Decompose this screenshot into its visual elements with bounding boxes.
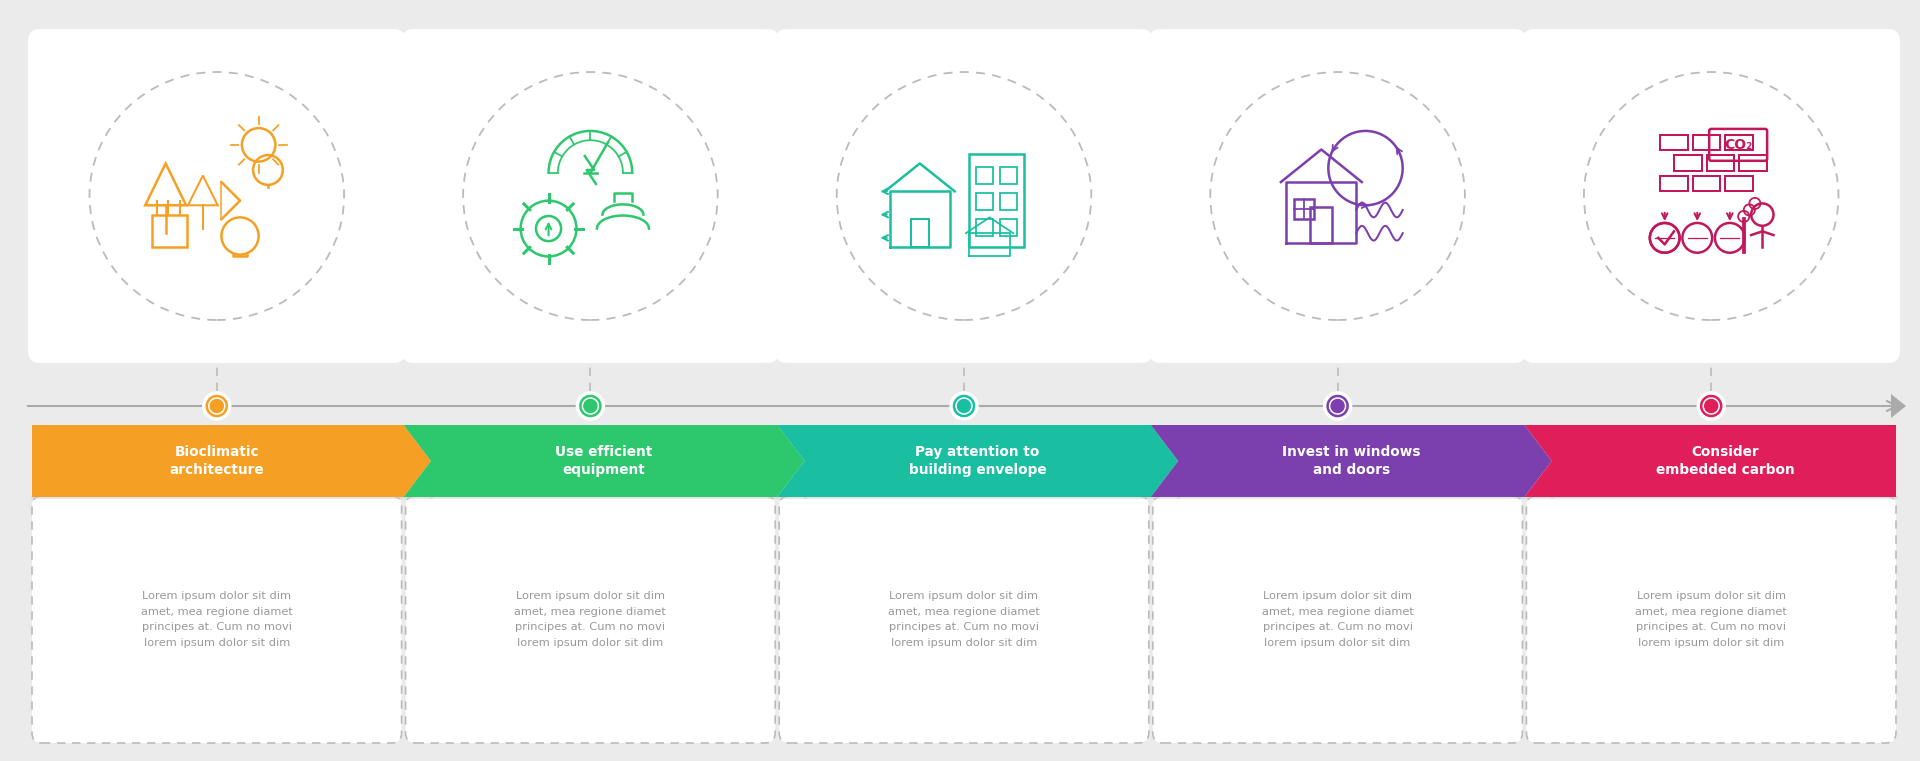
Text: Use efficient
equipment: Use efficient equipment xyxy=(555,445,653,476)
Circle shape xyxy=(1331,400,1344,412)
Text: Lorem ipsum dolor sit dim
amet, mea regione diamet
principes at. Cum no movi
lor: Lorem ipsum dolor sit dim amet, mea regi… xyxy=(1636,591,1788,648)
Circle shape xyxy=(584,400,597,412)
Polygon shape xyxy=(1524,425,1895,497)
Text: Consider
embedded carbon: Consider embedded carbon xyxy=(1655,445,1795,476)
Circle shape xyxy=(204,392,230,420)
Polygon shape xyxy=(1150,425,1551,497)
FancyBboxPatch shape xyxy=(401,29,780,363)
Text: Lorem ipsum dolor sit dim
amet, mea regione diamet
principes at. Cum no movi
lor: Lorem ipsum dolor sit dim amet, mea regi… xyxy=(515,591,666,648)
Circle shape xyxy=(1697,392,1726,420)
Circle shape xyxy=(958,400,970,412)
Text: Pay attention to
building envelope: Pay attention to building envelope xyxy=(908,445,1046,476)
Polygon shape xyxy=(403,425,804,497)
Polygon shape xyxy=(33,425,430,497)
Text: Lorem ipsum dolor sit dim
amet, mea regione diamet
principes at. Cum no movi
lor: Lorem ipsum dolor sit dim amet, mea regi… xyxy=(1261,591,1413,648)
Text: CO₂: CO₂ xyxy=(1724,138,1753,152)
Text: Lorem ipsum dolor sit dim
amet, mea regione diamet
principes at. Cum no movi
lor: Lorem ipsum dolor sit dim amet, mea regi… xyxy=(140,591,292,648)
Circle shape xyxy=(950,392,977,420)
Polygon shape xyxy=(1891,394,1907,418)
Text: Bioclimatic
architecture: Bioclimatic architecture xyxy=(169,445,265,476)
Text: Lorem ipsum dolor sit dim
amet, mea regione diamet
principes at. Cum no movi
lor: Lorem ipsum dolor sit dim amet, mea regi… xyxy=(889,591,1041,648)
Circle shape xyxy=(211,400,223,412)
Circle shape xyxy=(1705,400,1718,412)
FancyBboxPatch shape xyxy=(776,29,1152,363)
FancyBboxPatch shape xyxy=(1148,29,1526,363)
Polygon shape xyxy=(778,425,1179,497)
FancyBboxPatch shape xyxy=(1523,29,1901,363)
FancyBboxPatch shape xyxy=(1152,496,1523,743)
FancyBboxPatch shape xyxy=(780,496,1148,743)
Circle shape xyxy=(1323,392,1352,420)
FancyBboxPatch shape xyxy=(29,29,405,363)
FancyBboxPatch shape xyxy=(1526,496,1895,743)
Text: Invest in windows
and doors: Invest in windows and doors xyxy=(1283,445,1421,476)
FancyBboxPatch shape xyxy=(33,496,401,743)
FancyBboxPatch shape xyxy=(405,496,776,743)
Circle shape xyxy=(576,392,605,420)
